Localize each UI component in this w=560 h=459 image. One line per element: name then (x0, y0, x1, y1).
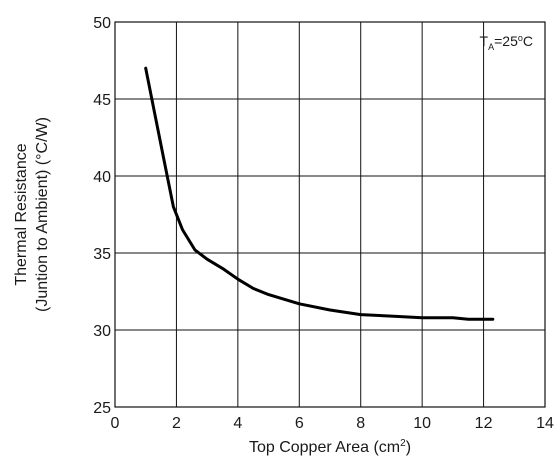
y-axis-label: Thermal Resistance (Juntion to Ambient) … (13, 117, 51, 312)
y-axis-label-line1: Thermal Resistance (13, 143, 30, 285)
x-tick-label: 0 (111, 415, 120, 432)
y-tick-label: 45 (93, 92, 111, 109)
x-tick-label: 2 (172, 415, 181, 432)
x-tick-label: 6 (295, 415, 304, 432)
x-tick-label: 12 (475, 415, 493, 432)
x-axis-label: Top Copper Area (cm2) (249, 438, 411, 456)
x-tick-label: 14 (536, 415, 554, 432)
y-tick-label: 35 (93, 246, 111, 263)
x-tick-labels: 0 2 4 6 8 10 12 14 (111, 415, 554, 432)
y-axis-label-line2: (Juntion to Ambient) (°C/W) (34, 117, 51, 312)
y-tick-label: 25 (93, 400, 111, 417)
grid-lines (115, 22, 545, 407)
series-line (144, 66, 495, 321)
x-tick-label: 10 (413, 415, 431, 432)
x-tick-label: 8 (356, 415, 365, 432)
y-tick-label: 50 (93, 15, 111, 32)
y-tick-labels: 25 30 35 40 45 50 (93, 15, 111, 417)
y-tick-label: 40 (93, 169, 111, 186)
y-tick-label: 30 (93, 323, 111, 340)
series-layer (144, 66, 495, 321)
plot-frame (114, 21, 546, 408)
x-tick-label: 4 (233, 415, 242, 432)
annotation-ta: TA=25oC (480, 33, 533, 52)
